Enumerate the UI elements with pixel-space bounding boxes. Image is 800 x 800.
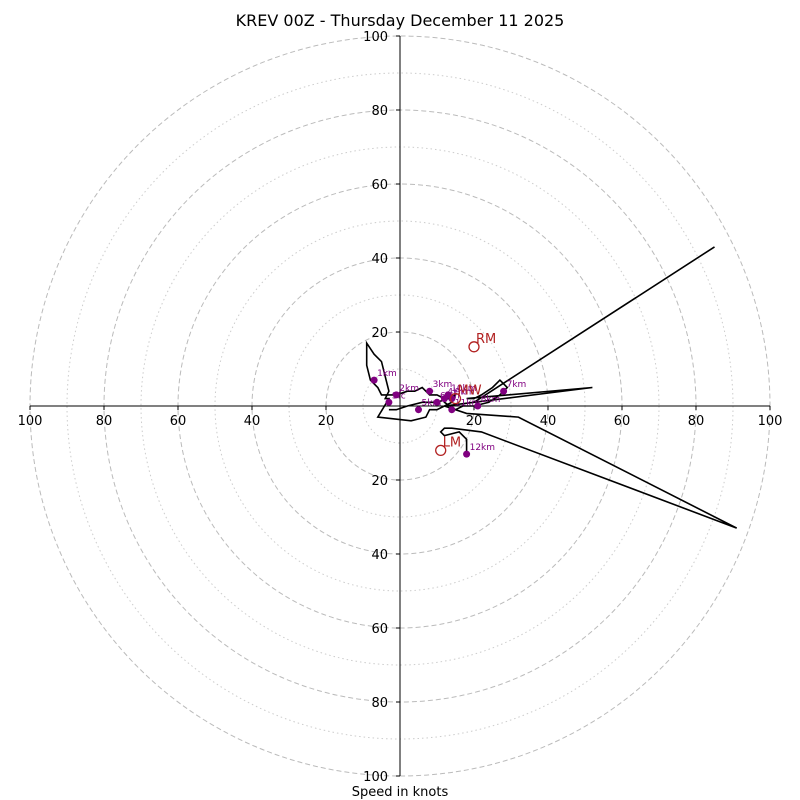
tick-label-y-pos: 40 (371, 252, 388, 267)
height-marker-7km (500, 387, 508, 395)
height-label-9km: 9km (455, 388, 475, 398)
storm-motions: RM LM MW (435, 332, 496, 457)
height-label-12km: 12km (470, 443, 495, 453)
tick-label-y-pos: 100 (363, 30, 388, 45)
tick-label-x-neg: 60 (170, 414, 187, 429)
storm-motion-label-rm: RM (476, 332, 496, 347)
height-marker-2km (392, 391, 400, 399)
height-marker-10km (444, 391, 452, 399)
tick-label-y-neg: 100 (363, 770, 388, 785)
tick-label-x-pos: 60 (614, 414, 631, 429)
height-label-4km: 4km (447, 388, 467, 398)
height-marker-5km (415, 406, 422, 414)
tick-labels: 20 20 20 20 40 40 40 40 60 60 60 60 80 80 80 80 100 100 10… (18, 30, 783, 785)
tick-label-x-neg: 20 (318, 414, 335, 429)
storm-motion-label-lm: LM (443, 435, 461, 450)
height-marker-8km (474, 402, 482, 410)
height-label-8km: 8km (481, 395, 501, 405)
tick-label-y-pos: 20 (371, 326, 388, 341)
height-marker-11km (448, 406, 456, 414)
tick-label-x-neg: 100 (18, 414, 43, 429)
tick-label-x-pos: 80 (688, 414, 705, 429)
height-label-11km: 11km (455, 399, 480, 409)
tick-label-x-neg: 40 (244, 414, 261, 429)
height-label-3km: 3km (433, 380, 453, 390)
height-marker-Sfc (385, 398, 393, 406)
storm-motion-label-mw: MW (458, 384, 482, 399)
height-label-2km: 2km (399, 384, 419, 394)
tick-label-x-pos: 40 (540, 414, 557, 429)
tick-label-y-neg: 40 (371, 548, 388, 563)
height-label-5km: 5km (422, 399, 442, 409)
chart-title: KREV 00Z - Thursday December 11 2025 (236, 11, 565, 30)
height-label-1km: 1km (377, 369, 397, 379)
x-axis-label: Speed in knots (352, 785, 449, 800)
storm-motion-rm (468, 341, 480, 353)
tick-label-x-neg: 80 (96, 414, 113, 429)
hodograph-trace (365, 246, 738, 529)
tick-label-y-pos: 80 (371, 104, 388, 119)
tick-label-x-pos: 100 (758, 414, 783, 429)
tick-label-y-neg: 80 (371, 696, 388, 711)
axes (30, 36, 770, 776)
tick-label-y-neg: 20 (371, 474, 388, 489)
height-label-10km: 10km (451, 384, 476, 394)
height-marker-12km (463, 450, 471, 458)
tick-label-y-pos: 60 (371, 178, 388, 193)
height-marker-3km (426, 387, 434, 395)
wind-trace (365, 246, 738, 529)
height-marker-1km (370, 376, 378, 384)
tick-label-y-neg: 60 (371, 622, 388, 637)
height-markers: Sfc1km2km3km4km5km6km7km8km9km10km11km12… (370, 369, 527, 458)
tick-label-x-pos: 20 (466, 414, 483, 429)
storm-motion-mw (449, 392, 462, 405)
height-marker-6km (433, 398, 441, 406)
height-label-7km: 7km (507, 380, 527, 390)
storm-motion-lm (435, 444, 447, 457)
